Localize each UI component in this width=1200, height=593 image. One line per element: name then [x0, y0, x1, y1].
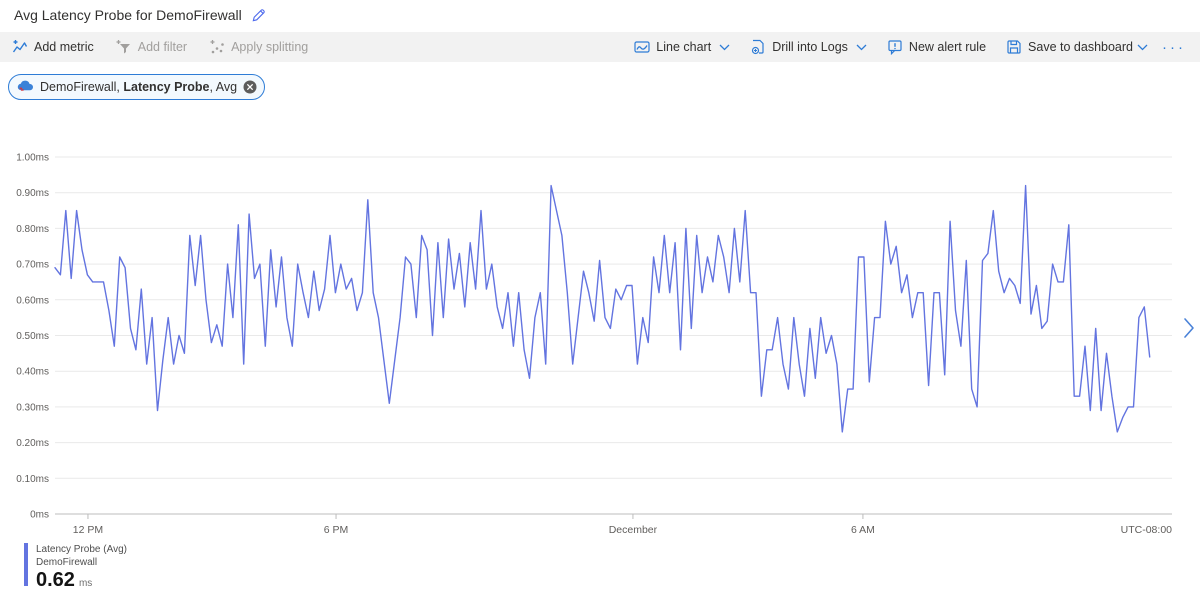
- edit-title-icon[interactable]: [251, 8, 266, 23]
- metric-line-series: [54, 184, 1151, 433]
- chevron-right-icon[interactable]: [1182, 316, 1196, 345]
- y-axis-label: 1.00ms: [16, 153, 49, 164]
- splitting-icon: [209, 39, 225, 55]
- metric-pill[interactable]: DemoFirewall, Latency Probe, Avg: [8, 74, 266, 100]
- line-chart-icon: [634, 39, 650, 55]
- document-drill-icon: [750, 39, 766, 55]
- toolbar-left-group: Add metric Add filter Apply splitting: [12, 39, 330, 55]
- filter-icon: [116, 39, 132, 55]
- more-options-button[interactable]: ···: [1162, 38, 1186, 56]
- y-axis-label: 0.30ms: [16, 402, 49, 413]
- legend-metric-label: Latency Probe (Avg): [36, 544, 127, 555]
- y-axis-label: 0.20ms: [16, 438, 49, 449]
- add-filter-button[interactable]: Add filter: [116, 39, 187, 55]
- line-chart-dropdown[interactable]: Line chart: [634, 39, 730, 55]
- alert-icon: [887, 39, 903, 55]
- y-axis-label: 0.50ms: [16, 331, 49, 342]
- save-to-dashboard-dropdown[interactable]: Save to dashboard: [1006, 39, 1148, 55]
- chevron-down-icon: [856, 44, 867, 51]
- legend-text-block: Latency Probe (Avg) DemoFirewall 0.62 ms: [36, 543, 127, 590]
- chevron-down-icon: [719, 44, 730, 51]
- metric-pill-label: DemoFirewall, Latency Probe, Avg: [40, 80, 238, 94]
- legend-color-bar: [24, 543, 28, 586]
- y-axis-label: 0ms: [30, 510, 49, 521]
- add-metric-icon: [12, 39, 28, 55]
- drill-into-logs-dropdown[interactable]: Drill into Logs: [750, 39, 867, 55]
- y-axis-label: 0.70ms: [16, 260, 49, 271]
- y-axis-label: 0.60ms: [16, 295, 49, 306]
- legend-unit: ms: [78, 578, 93, 589]
- x-axis-label: December: [609, 524, 658, 536]
- y-axis-label: 0.10ms: [16, 474, 49, 485]
- metric-pill-row: DemoFirewall, Latency Probe, Avg: [8, 74, 266, 100]
- save-icon: [1006, 39, 1022, 55]
- page-title: Avg Latency Probe for DemoFirewall: [14, 7, 242, 23]
- legend-item[interactable]: Latency Probe (Avg) DemoFirewall 0.62 ms: [24, 543, 127, 590]
- timezone-label: UTC-08:00: [1121, 524, 1173, 536]
- remove-metric-icon[interactable]: [243, 80, 257, 94]
- x-axis-label: 12 PM: [73, 524, 103, 536]
- y-axis-label: 0.80ms: [16, 224, 49, 235]
- legend-resource-label: DemoFirewall: [36, 557, 98, 568]
- chart-title-bar: Avg Latency Probe for DemoFirewall: [0, 0, 1200, 30]
- apply-splitting-button[interactable]: Apply splitting: [209, 39, 308, 55]
- x-axis-label: 6 AM: [851, 524, 875, 536]
- y-axis-label: 0.90ms: [16, 188, 49, 199]
- new-alert-rule-button[interactable]: New alert rule: [887, 39, 986, 55]
- toolbar-right-group: Line chart Drill into Logs: [614, 39, 1186, 55]
- legend-value: 0.62: [36, 569, 75, 591]
- metrics-line-chart[interactable]: 0ms 0.10ms 0.20ms 0.30ms 0.40ms 0.50ms 0.60ms 0…: [0, 140, 1200, 560]
- chevron-down-icon: [1137, 44, 1148, 51]
- x-axis-label: 6 PM: [324, 524, 349, 536]
- chart-toolbar: Add metric Add filter Apply splitting: [0, 32, 1200, 62]
- add-metric-button[interactable]: Add metric: [12, 39, 94, 55]
- y-axis-label: 0.40ms: [16, 367, 49, 378]
- firewall-cloud-icon: [17, 79, 34, 95]
